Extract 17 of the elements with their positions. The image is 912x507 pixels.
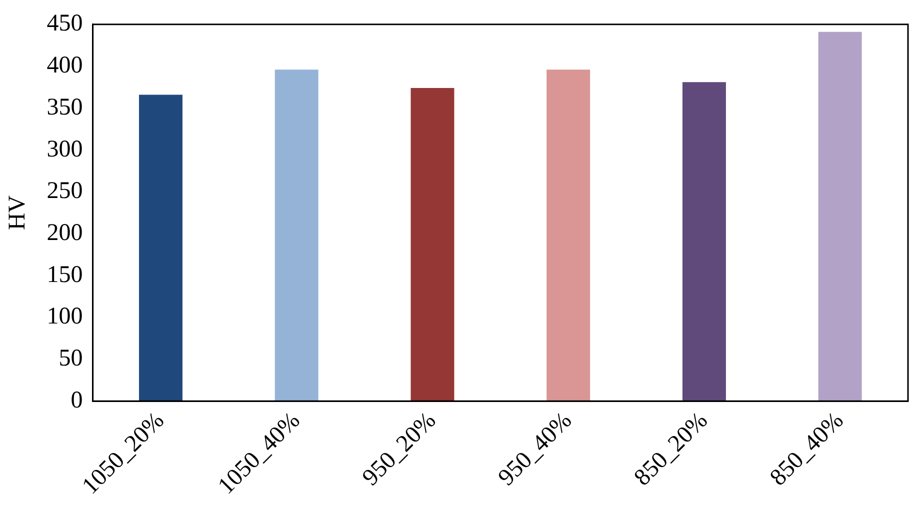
y-tick-label: 100 — [46, 304, 83, 330]
y-tick-label: 0 — [70, 387, 83, 414]
bar — [138, 94, 182, 402]
y-tick-label: 400 — [46, 52, 83, 79]
y-tick-label: 350 — [46, 94, 83, 120]
y-tick-label: 200 — [46, 220, 83, 246]
bar — [818, 32, 862, 402]
y-tick-label: 150 — [46, 262, 83, 288]
bar — [410, 88, 454, 402]
y-axis-title: HV — [4, 194, 31, 230]
bar — [682, 82, 726, 402]
bar — [546, 70, 590, 402]
y-tick-label: 250 — [46, 178, 83, 204]
y-tick-label: 300 — [46, 136, 83, 162]
y-tick-label: 50 — [58, 346, 83, 372]
bar — [274, 70, 318, 402]
y-tick-label: 450 — [46, 10, 83, 37]
